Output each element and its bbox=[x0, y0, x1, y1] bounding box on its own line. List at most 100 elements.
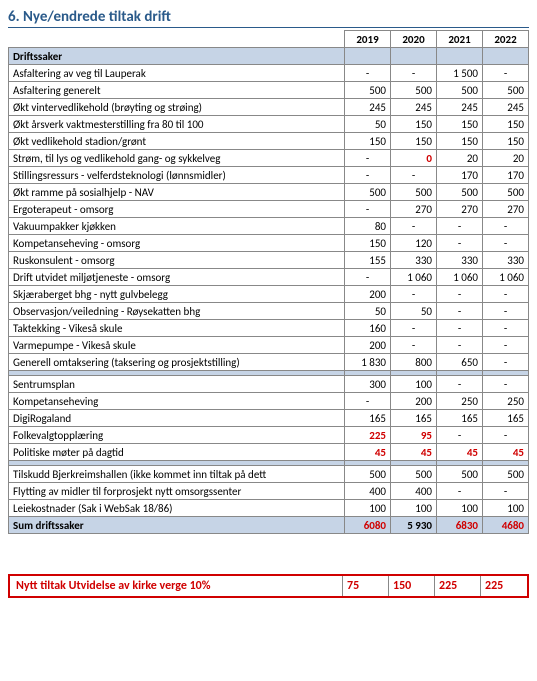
cell: - bbox=[437, 303, 483, 320]
footer-v-2022: 225 bbox=[481, 576, 527, 596]
cell: - bbox=[345, 167, 391, 184]
cell: 100 bbox=[437, 500, 483, 517]
footer-new-measure: Nytt tiltak Utvidelse av kirke verge 10%… bbox=[8, 574, 529, 598]
cell: 165 bbox=[483, 410, 529, 427]
cell: - bbox=[437, 235, 483, 252]
sum-cell: 5 930 bbox=[391, 517, 437, 534]
cell: - bbox=[483, 320, 529, 337]
cell: 155 bbox=[345, 252, 391, 269]
row-label: Asfaltering generelt bbox=[9, 82, 345, 99]
col-2020: 2020 bbox=[391, 31, 437, 48]
cell: 165 bbox=[391, 410, 437, 427]
row-label: DigiRogaland bbox=[9, 410, 345, 427]
cell: 150 bbox=[345, 235, 391, 252]
cell: 270 bbox=[483, 201, 529, 218]
row-label: Asfaltering av veg til Lauperak bbox=[9, 65, 345, 82]
cell: 165 bbox=[437, 410, 483, 427]
row-label: Drift utvidet miljøtjeneste - omsorg bbox=[9, 269, 345, 286]
row-label: Observasjon/veiledning - Røysekatten bhg bbox=[9, 303, 345, 320]
row-label: Taktekking - Vikeså skule bbox=[9, 320, 345, 337]
cell: 330 bbox=[437, 252, 483, 269]
row-label: Sentrumsplan bbox=[9, 376, 345, 393]
col-2019: 2019 bbox=[345, 31, 391, 48]
cell: 270 bbox=[437, 201, 483, 218]
cell: - bbox=[483, 337, 529, 354]
cell: - bbox=[391, 218, 437, 235]
section-title: 6. Nye/endrede tiltak drift bbox=[8, 8, 529, 28]
cell: - bbox=[483, 235, 529, 252]
cell: 160 bbox=[345, 320, 391, 337]
cell: 0 bbox=[391, 150, 437, 167]
cell: 20 bbox=[437, 150, 483, 167]
sum-label: Sum driftssaker bbox=[9, 517, 345, 534]
cell: - bbox=[483, 303, 529, 320]
cell: 50 bbox=[345, 116, 391, 133]
footer-label: Nytt tiltak Utvidelse av kirke verge 10% bbox=[10, 576, 343, 596]
cell: 150 bbox=[483, 133, 529, 150]
cell: 200 bbox=[345, 286, 391, 303]
row-label: Ergoterapeut - omsorg bbox=[9, 201, 345, 218]
cell: 500 bbox=[391, 184, 437, 201]
cell: - bbox=[437, 337, 483, 354]
cell: 50 bbox=[345, 303, 391, 320]
cell: 45 bbox=[391, 444, 437, 461]
row-label: Kompetanseheving - omsorg bbox=[9, 235, 345, 252]
cell: 245 bbox=[391, 99, 437, 116]
cell: 50 bbox=[391, 303, 437, 320]
cell: - bbox=[437, 218, 483, 235]
cell: - bbox=[391, 167, 437, 184]
row-label: Økt årsverk vaktmesterstilling fra 80 ti… bbox=[9, 116, 345, 133]
cell: 1 060 bbox=[437, 269, 483, 286]
cell: 20 bbox=[483, 150, 529, 167]
cell: - bbox=[483, 218, 529, 235]
cell: 500 bbox=[437, 466, 483, 483]
footer-v-2021: 225 bbox=[435, 576, 481, 596]
cell: 120 bbox=[391, 235, 437, 252]
drift-table: 2019 2020 2021 2022 DriftssakerAsfalteri… bbox=[8, 30, 529, 534]
cell: 150 bbox=[391, 133, 437, 150]
row-label: Kompetanseheving bbox=[9, 393, 345, 410]
cell: 250 bbox=[437, 393, 483, 410]
sum-cell: 6080 bbox=[345, 517, 391, 534]
cell: - bbox=[483, 354, 529, 371]
row-label: Flytting av midler til forprosjekt nytt … bbox=[9, 483, 345, 500]
section-header-blank bbox=[483, 48, 529, 65]
cell: 165 bbox=[345, 410, 391, 427]
cell: - bbox=[483, 427, 529, 444]
row-label: Politiske møter på dagtid bbox=[9, 444, 345, 461]
row-label: Økt vedlikehold stadion/grønt bbox=[9, 133, 345, 150]
cell: 100 bbox=[391, 500, 437, 517]
cell: 1 830 bbox=[345, 354, 391, 371]
cell: 500 bbox=[483, 82, 529, 99]
row-label: Skjæraberget bhg - nytt gulvbelegg bbox=[9, 286, 345, 303]
cell: 170 bbox=[483, 167, 529, 184]
cell: 100 bbox=[391, 376, 437, 393]
cell: 1 500 bbox=[437, 65, 483, 82]
row-label: Økt ramme på sosialhjelp - NAV bbox=[9, 184, 345, 201]
cell: 100 bbox=[345, 500, 391, 517]
cell: 500 bbox=[483, 466, 529, 483]
footer-v-2019: 75 bbox=[343, 576, 389, 596]
cell: - bbox=[345, 393, 391, 410]
row-label: Tilskudd Bjerkreimshallen (ikke kommet i… bbox=[9, 466, 345, 483]
cell: 150 bbox=[391, 116, 437, 133]
cell: - bbox=[437, 483, 483, 500]
row-label: Varmepumpe - Vikeså skule bbox=[9, 337, 345, 354]
cell: 245 bbox=[345, 99, 391, 116]
cell: 95 bbox=[391, 427, 437, 444]
cell: 400 bbox=[345, 483, 391, 500]
section-header-blank bbox=[391, 48, 437, 65]
cell: - bbox=[345, 65, 391, 82]
cell: 225 bbox=[345, 427, 391, 444]
cell: 500 bbox=[391, 82, 437, 99]
cell: 80 bbox=[345, 218, 391, 235]
cell: - bbox=[391, 65, 437, 82]
cell: 330 bbox=[391, 252, 437, 269]
cell: 1 060 bbox=[391, 269, 437, 286]
cell: - bbox=[483, 65, 529, 82]
cell: - bbox=[483, 286, 529, 303]
cell: - bbox=[483, 483, 529, 500]
cell: - bbox=[391, 337, 437, 354]
cell: - bbox=[345, 150, 391, 167]
cell: 100 bbox=[483, 500, 529, 517]
